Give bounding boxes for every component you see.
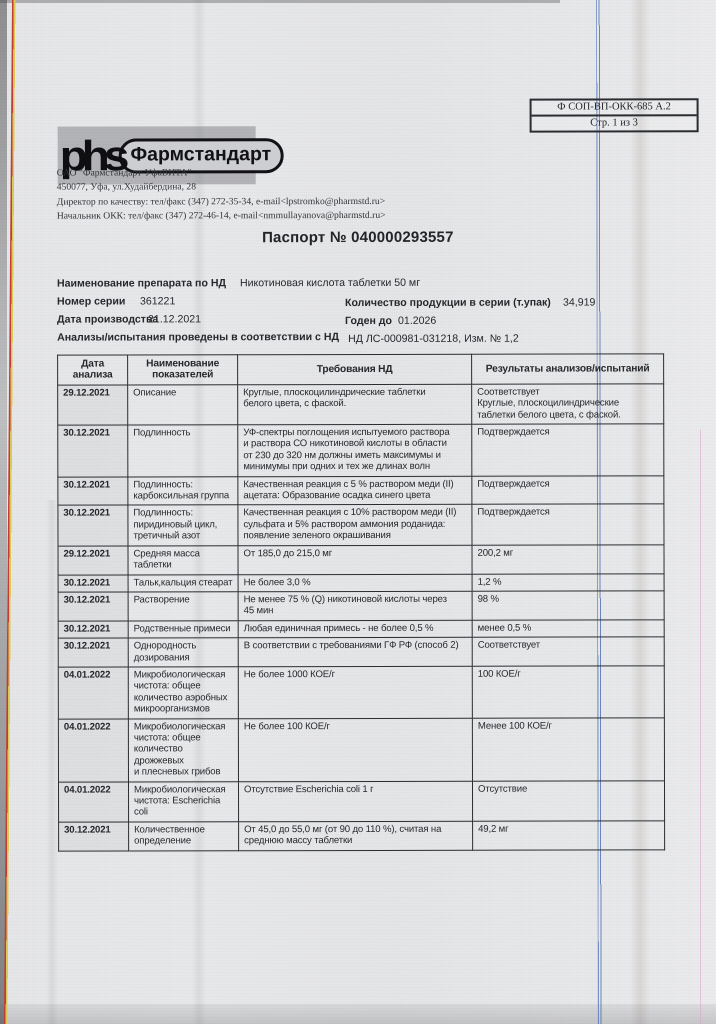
header-analysis-date: Дата анализа — [57, 354, 128, 385]
indicator-cell: Подлинность: карбоксильная группа — [127, 476, 238, 506]
result-cell: 1,2 % — [472, 573, 665, 592]
batch-fields: Наименование препарата по НД Никотиновая… — [0, 0, 715, 345]
result-cell: 200,2 мг — [471, 544, 665, 574]
table-row: 04.01.2022 Микробиологическая чистота: E… — [58, 780, 665, 822]
table-row: 29.12.2021 Средняя масса таблетки От 185… — [57, 544, 665, 575]
analysis-date-cell: 29.12.2021 — [57, 545, 129, 575]
table-row: 30.12.2021 Однородность дозирования В со… — [58, 636, 665, 668]
doc-code-box: Ф СОП-ВП-ОКК-685 А.2 Стр. 1 из 3 — [529, 98, 699, 133]
indicator-cell: Микробиологическая чистота: Escherichia … — [128, 781, 239, 822]
requirement-cell: Круглые, плоскоцилиндрические таблетки б… — [237, 384, 472, 425]
table-row: 30.12.2021 Подлинность: карбоксильная гр… — [57, 475, 664, 506]
result-cell: Менее 100 КОЕ/г — [472, 717, 665, 781]
result-cell: Отсутствие — [472, 780, 665, 822]
header-indicator-name: Наименование показателей — [127, 354, 238, 385]
requirement-cell: От 185,0 до 215,0 мг — [237, 544, 473, 575]
requirement-cell: Любая единичная примесь - не более 0,5 % — [238, 619, 473, 638]
analysis-date-cell: 30.12.2021 — [57, 425, 128, 477]
indicator-cell: Средняя масса таблетки — [127, 545, 239, 575]
table-header-row: Дата анализа Наименование показателей Тр… — [57, 353, 664, 385]
indicator-cell: Описание — [127, 384, 238, 426]
company-okk-contact: Начальник ОКК: тел/факс (347) 272-46-14,… — [56, 210, 386, 222]
company-info: ОАО "Фармстандарт-УфаВИТА" 450077, Уфа, … — [57, 166, 386, 224]
requirement-cell: Не более 100 КОЕ/г — [238, 717, 473, 782]
field-expiry-value: 01.2026 — [398, 314, 437, 327]
company-name: ОАО "Фармстандарт-УфаВИТА" — [56, 167, 192, 179]
passport-title: Паспорт № 040000293557 — [262, 228, 454, 247]
table-row: 30.12.2021 Растворение Не менее 75 % (Q)… — [58, 590, 665, 621]
result-cell: Подтверждается — [471, 475, 664, 505]
indicator-cell: Микробиологическая чистота: общее количе… — [128, 718, 239, 782]
field-prod-date-label: Дата производства — [57, 313, 159, 326]
requirement-cell: Отсутствие Escherichia coli 1 г — [238, 780, 473, 822]
indicator-cell: Подлинность — [127, 424, 238, 477]
requirement-cell: Не более 3,0 % — [238, 573, 473, 592]
indicator-cell: Родственные примеси — [128, 620, 239, 639]
field-quantity-label: Количество продукции в серии (т.упак) — [344, 296, 551, 310]
table-row: 30.12.2021 Количественное определение От… — [58, 820, 665, 851]
field-drug-name-label: Наименование препарата по НД — [56, 277, 227, 290]
table-row: 29.12.2021 Описание Круглые, плоскоцилин… — [57, 383, 664, 426]
company-director-contact: Директор по качеству: тел/факс (347) 272… — [56, 195, 386, 208]
analysis-date-cell: 04.01.2022 — [58, 666, 129, 719]
result-cell: Подтверждается — [471, 504, 664, 545]
results-table-body: 29.12.2021 Описание Круглые, плоскоцилин… — [57, 383, 665, 851]
result-cell: Подтверждается — [471, 423, 664, 476]
result-cell: Соответствует Круглые, плоскоцилиндричес… — [471, 383, 664, 425]
header-test-results: Результаты анализов/испытаний — [471, 353, 664, 385]
indicator-cell: Микробиологическая чистота: общее количе… — [128, 666, 239, 719]
header-nd-requirement: Требования НД — [237, 354, 472, 385]
requirement-cell: Не более 1000 КОЕ/г — [238, 666, 473, 719]
analysis-results-table: Дата анализа Наименование показателей Тр… — [57, 353, 665, 851]
table-row: 30.12.2021 Родственные примеси Любая еди… — [58, 619, 665, 639]
analysis-date-cell: 29.12.2021 — [57, 384, 128, 426]
analysis-date-cell: 30.12.2021 — [58, 821, 129, 851]
requirement-cell: УФ-спектры поглощения испытуемого раство… — [237, 424, 472, 477]
requirement-cell: Качественная реакция с 5 % раствором мед… — [237, 475, 472, 506]
table-row: 30.12.2021 Подлинность УФ-спектры поглощ… — [57, 423, 664, 477]
requirement-cell: Не менее 75 % (Q) никотиновой кислоты че… — [238, 591, 473, 621]
field-nd-value: НД ЛС-000981-031218, Изм. № 1,2 — [348, 332, 519, 346]
page-number: Стр. 1 из 3 — [590, 117, 638, 129]
result-cell: 49,2 мг — [472, 820, 665, 850]
field-prod-date-value: 21.12.2021 — [148, 313, 202, 326]
analysis-date-cell: 04.01.2022 — [58, 781, 129, 822]
result-cell: Соответствует — [472, 636, 665, 667]
field-quantity-value: 34,919 — [562, 296, 596, 309]
field-series-value: 361221 — [139, 295, 176, 308]
table-row: 30.12.2021 Подлинность: пиридиновый цикл… — [57, 504, 664, 546]
field-analyses-label: Анализы/испытания проведены в соответств… — [57, 331, 340, 344]
indicator-cell: Количественное определение — [128, 821, 239, 851]
indicator-cell: Подлинность: пиридиновый цикл, третичный… — [127, 505, 238, 546]
analysis-date-cell: 04.01.2022 — [58, 718, 129, 782]
table-row: 04.01.2022 Микробиологическая чистота: о… — [58, 665, 665, 719]
field-drug-name-value: Никотиновая кислота таблетки 50 мг — [239, 276, 421, 290]
company-address: 450077, Уфа, ул.Худайбердина, 28 — [56, 181, 197, 194]
requirement-cell: В соответствии с требованиями ГФ РФ (спо… — [238, 637, 473, 667]
indicator-cell: Растворение — [128, 591, 239, 621]
doc-code: Ф СОП-ВП-ОКК-685 А.2 — [531, 100, 697, 117]
table-row: 04.01.2022 Микробиологическая чистота: о… — [58, 717, 665, 782]
analysis-date-cell: 30.12.2021 — [58, 638, 129, 668]
result-cell: 98 % — [472, 590, 665, 620]
analysis-date-cell: 30.12.2021 — [58, 591, 129, 621]
analysis-date-cell: 30.12.2021 — [58, 574, 129, 593]
requirement-cell: Качественная реакция с 10% раствором мед… — [237, 504, 472, 546]
analysis-date-cell: 30.12.2021 — [57, 476, 128, 506]
table-row: 30.12.2021 Тальк,кальция стеарат Не боле… — [58, 573, 665, 593]
indicator-cell: Тальк,кальция стеарат — [128, 574, 239, 592]
analysis-date-cell: 30.12.2021 — [58, 620, 129, 639]
result-cell: менее 0,5 % — [472, 619, 665, 638]
field-expiry-label: Годен до — [345, 314, 393, 328]
result-cell: 100 КОЕ/г — [472, 665, 665, 718]
indicator-cell: Однородность дозирования — [128, 637, 239, 667]
analysis-date-cell: 30.12.2021 — [57, 505, 128, 546]
requirement-cell: От 45,0 до 55,0 мг (от 90 до 110 %), счи… — [238, 821, 473, 851]
field-series-label: Номер серии — [56, 295, 126, 308]
